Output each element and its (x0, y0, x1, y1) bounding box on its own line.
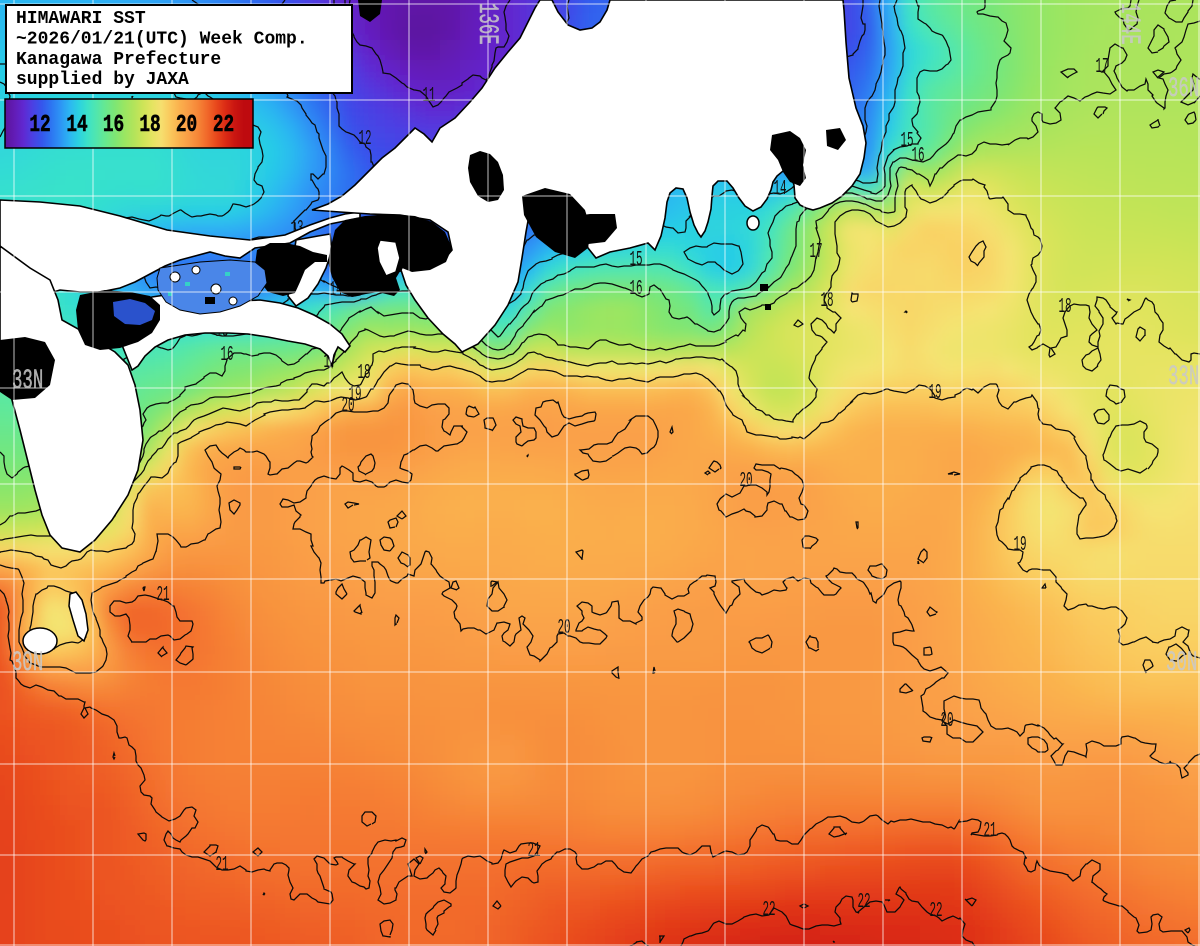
svg-text:11: 11 (422, 85, 435, 109)
svg-text:20: 20 (341, 395, 354, 419)
svg-text:16: 16 (220, 344, 233, 368)
svg-text:18: 18 (820, 290, 833, 314)
svg-text:HIMAWARI SST: HIMAWARI SST (16, 9, 146, 29)
svg-text:20: 20 (739, 470, 752, 494)
svg-text:15: 15 (629, 249, 642, 273)
svg-text:~2026/01/21(UTC) Week Comp.: ~2026/01/21(UTC) Week Comp. (16, 30, 308, 50)
svg-text:30N: 30N (12, 647, 43, 678)
svg-text:12: 12 (358, 128, 371, 152)
svg-text:16: 16 (103, 112, 124, 139)
svg-text:20: 20 (176, 112, 197, 139)
svg-text:22: 22 (762, 899, 775, 923)
svg-text:19: 19 (1013, 534, 1026, 558)
svg-text:36N: 36N (1168, 73, 1199, 104)
svg-text:33N: 33N (12, 365, 43, 396)
svg-text:15: 15 (900, 130, 913, 154)
svg-text:18: 18 (1058, 296, 1071, 320)
svg-text:33N: 33N (1168, 361, 1199, 392)
svg-text:19: 19 (928, 382, 941, 406)
svg-text:Kanagawa Prefecture: Kanagawa Prefecture (16, 50, 221, 70)
svg-text:17: 17 (809, 241, 822, 265)
svg-text:16: 16 (629, 278, 642, 302)
svg-text:21: 21 (983, 820, 996, 844)
svg-text:14: 14 (773, 178, 786, 202)
svg-text:16: 16 (911, 145, 924, 169)
svg-text:21: 21 (215, 854, 228, 878)
svg-text:144E: 144E (1114, 3, 1145, 45)
svg-text:supplied by JAXA: supplied by JAXA (16, 70, 189, 90)
svg-text:18: 18 (139, 112, 160, 139)
svg-text:14: 14 (66, 112, 88, 139)
svg-text:19: 19 (348, 384, 361, 408)
svg-text:18: 18 (357, 362, 370, 386)
svg-text:12: 12 (29, 112, 50, 139)
svg-text:21: 21 (527, 840, 540, 864)
svg-text:136E: 136E (472, 3, 503, 45)
svg-text:17: 17 (1095, 56, 1108, 80)
svg-text:21: 21 (156, 584, 169, 608)
svg-text:22: 22 (929, 900, 942, 924)
svg-text:20: 20 (940, 710, 953, 734)
svg-text:22: 22 (857, 891, 870, 915)
svg-text:30N: 30N (1166, 647, 1197, 678)
svg-text:20: 20 (557, 617, 570, 641)
svg-text:22: 22 (213, 112, 234, 139)
